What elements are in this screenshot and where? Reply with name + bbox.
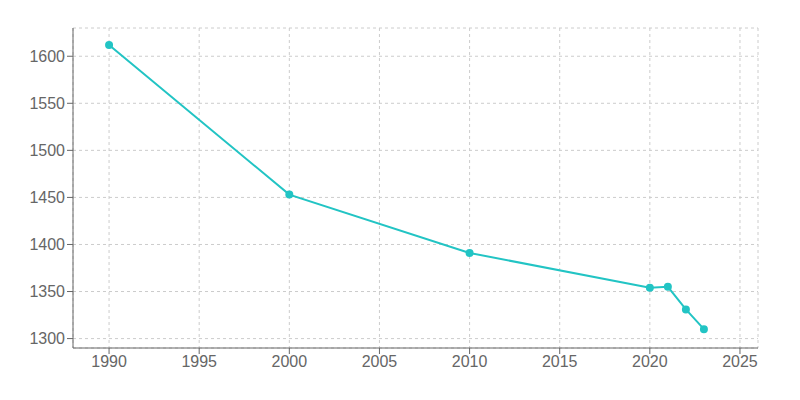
svg-text:2010: 2010 [452,353,488,370]
svg-text:2015: 2015 [542,353,578,370]
svg-text:1400: 1400 [29,236,65,253]
svg-text:1350: 1350 [29,283,65,300]
svg-text:1995: 1995 [181,353,217,370]
svg-text:1990: 1990 [91,353,127,370]
svg-text:1500: 1500 [29,142,65,159]
svg-text:1550: 1550 [29,95,65,112]
svg-text:2000: 2000 [272,353,308,370]
svg-text:2020: 2020 [632,353,668,370]
svg-text:1450: 1450 [29,189,65,206]
svg-text:2005: 2005 [362,353,398,370]
svg-text:2025: 2025 [722,353,758,370]
svg-text:1600: 1600 [29,48,65,65]
svg-text:1300: 1300 [29,330,65,347]
